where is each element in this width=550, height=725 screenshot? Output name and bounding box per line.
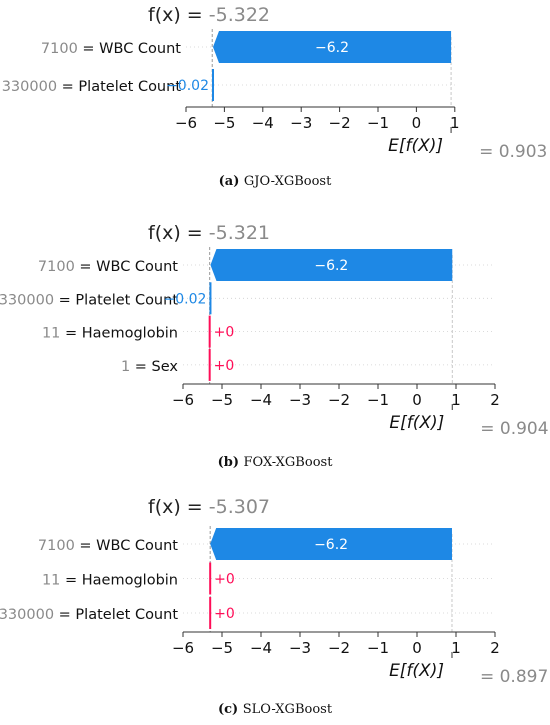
panel-a-x-tick-label: −1 xyxy=(367,114,389,132)
panel-a-fx-prefix: f(x) = xyxy=(148,4,209,26)
panel-b-bar-label: −0.02 xyxy=(164,291,207,307)
panel-c-feature-name: = WBC Count xyxy=(75,538,179,554)
panel-a-base-value: = 0.903 xyxy=(479,142,547,162)
panel-a-bar xyxy=(212,31,452,63)
panel-a-x-tick-label: −6 xyxy=(175,114,197,132)
panel-b-x-tick-label: 0 xyxy=(412,391,422,409)
panel-a-fx-label: f(x) = -5.322 xyxy=(148,4,270,26)
panel-b-bar xyxy=(210,249,453,281)
panel-c-base-value: = 0.897 xyxy=(480,667,548,687)
panel-b-x-tick-label: 1 xyxy=(451,391,461,409)
panel-c-feature-label: 7100 = WBC Count xyxy=(38,538,178,554)
panel-c-x-tick-label: 1 xyxy=(451,639,461,657)
panel-b-feature-name: = Sex xyxy=(130,359,178,375)
panel-b-fx-label: f(x) = -5.321 xyxy=(148,222,270,244)
panel-b-x-tick-label: −3 xyxy=(289,391,311,409)
panel-c-bar-label: +0 xyxy=(214,572,235,588)
panel-a-feature-label: 330000 = Platelet Count xyxy=(2,79,182,95)
panel-a-x-tick-label: −3 xyxy=(290,114,312,132)
panel-a-x-tick-label: −4 xyxy=(252,114,274,132)
panel-b-caption: (b) FOX-XGBoost xyxy=(218,455,334,470)
panel-b-base-value: = 0.904 xyxy=(480,419,548,439)
panel-c-feature-label: 11 = Haemoglobin xyxy=(42,573,178,589)
panel-a-feature-value: 330000 xyxy=(2,79,57,95)
panel-c-feature-value: 11 xyxy=(42,573,60,589)
panel-a-x-tick-label: 1 xyxy=(450,114,460,132)
panel-c-feature-name: = Haemoglobin xyxy=(60,573,178,589)
panel-c-bar-label: +0 xyxy=(214,606,235,622)
panel-b-base-label: E[f(X)] xyxy=(389,413,444,433)
panel-a-caption: (a) GJO-XGBoost xyxy=(219,174,332,189)
panel-a-feature-name: = WBC Count xyxy=(78,41,182,57)
panel-b-feature-name: = Haemoglobin xyxy=(60,326,178,342)
panel-b-feature-label: 11 = Haemoglobin xyxy=(42,326,178,342)
panel-a-bar-label: −0.02 xyxy=(166,78,209,94)
panel-c-feature-name: = Platelet Count xyxy=(54,607,178,623)
panel-b-x-tick-label: −6 xyxy=(172,391,194,409)
panel-b-x-tick-label: 2 xyxy=(490,391,500,409)
panel-b-bar-label: +0 xyxy=(214,325,235,341)
panel-c-x-tick-label: −1 xyxy=(367,639,389,657)
panel-b-feature-label: 1 = Sex xyxy=(121,359,178,375)
panel-c-fx-label: f(x) = -5.307 xyxy=(148,496,270,518)
panel-a-feature-name: = Platelet Count xyxy=(57,79,181,95)
panel-a-bar-label: −6.2 xyxy=(315,40,349,56)
panel-b-feature-name: = WBC Count xyxy=(75,259,179,275)
panel-b-feature-value: 11 xyxy=(42,326,60,342)
panel-c-base-label: E[f(X)] xyxy=(389,661,444,681)
panel-a-x-tick-label: −2 xyxy=(329,114,351,132)
panel-c-fx-prefix: f(x) = xyxy=(148,496,209,518)
panel-b-fx-value: -5.321 xyxy=(209,222,270,244)
panel-b-x-tick-label: −5 xyxy=(211,391,233,409)
panel-b-feature-label: 7100 = WBC Count xyxy=(38,259,178,275)
panel-c-x-tick-label: 2 xyxy=(490,639,500,657)
panel-c-caption-letter: (c) xyxy=(218,702,243,717)
panel-a-x-tick-label: 0 xyxy=(412,114,422,132)
panel-b-feature-value: 330000 xyxy=(0,292,54,308)
panel-c-feature-value: 330000 xyxy=(0,607,54,623)
panel-b-x-tick-label: −4 xyxy=(250,391,272,409)
panel-a-caption-text: GJO-XGBoost xyxy=(244,174,332,189)
panel-c-caption: (c) SLO-XGBoost xyxy=(218,702,333,717)
panel-b-fx-prefix: f(x) = xyxy=(148,222,209,244)
panel-b-caption-letter: (b) xyxy=(218,455,244,470)
panel-b-x-tick-label: −1 xyxy=(367,391,389,409)
panel-b-feature-value: 1 xyxy=(121,359,130,375)
panel-c-x-tick-label: −3 xyxy=(289,639,311,657)
panel-a-feature-label: 7100 = WBC Count xyxy=(41,41,181,57)
panel-c-fx-value: -5.307 xyxy=(209,496,270,518)
panel-c-x-tick-label: −5 xyxy=(211,639,233,657)
panel-c-x-tick-label: −4 xyxy=(250,639,272,657)
panel-b-caption-text: FOX-XGBoost xyxy=(244,455,334,470)
panel-c-bar xyxy=(210,528,452,560)
panel-a-base-label: E[f(X)] xyxy=(388,136,443,156)
panel-a-fx-value: -5.322 xyxy=(209,4,270,26)
panel-c-feature-label: 330000 = Platelet Count xyxy=(0,607,178,623)
panel-b-bar-label: −6.2 xyxy=(314,258,348,274)
panel-b-x-tick-label: −2 xyxy=(328,391,350,409)
panel-c-x-tick-label: −6 xyxy=(172,639,194,657)
panel-c-caption-text: SLO-XGBoost xyxy=(243,702,333,717)
panel-c-x-tick-label: 0 xyxy=(412,639,422,657)
panel-b-feature-label: 330000 = Platelet Count xyxy=(0,292,178,308)
panel-c-feature-value: 7100 xyxy=(38,538,75,554)
panel-b-bar-label: +0 xyxy=(214,358,235,374)
panel-a-caption-letter: (a) xyxy=(219,174,244,189)
panel-b-feature-value: 7100 xyxy=(38,259,75,275)
panel-c-bar-label: −6.2 xyxy=(314,537,348,553)
panel-a-x-tick-label: −5 xyxy=(213,114,235,132)
panel-b-feature-name: = Platelet Count xyxy=(54,292,178,308)
panel-c-x-tick-label: −2 xyxy=(328,639,350,657)
panel-a-feature-value: 7100 xyxy=(41,41,78,57)
